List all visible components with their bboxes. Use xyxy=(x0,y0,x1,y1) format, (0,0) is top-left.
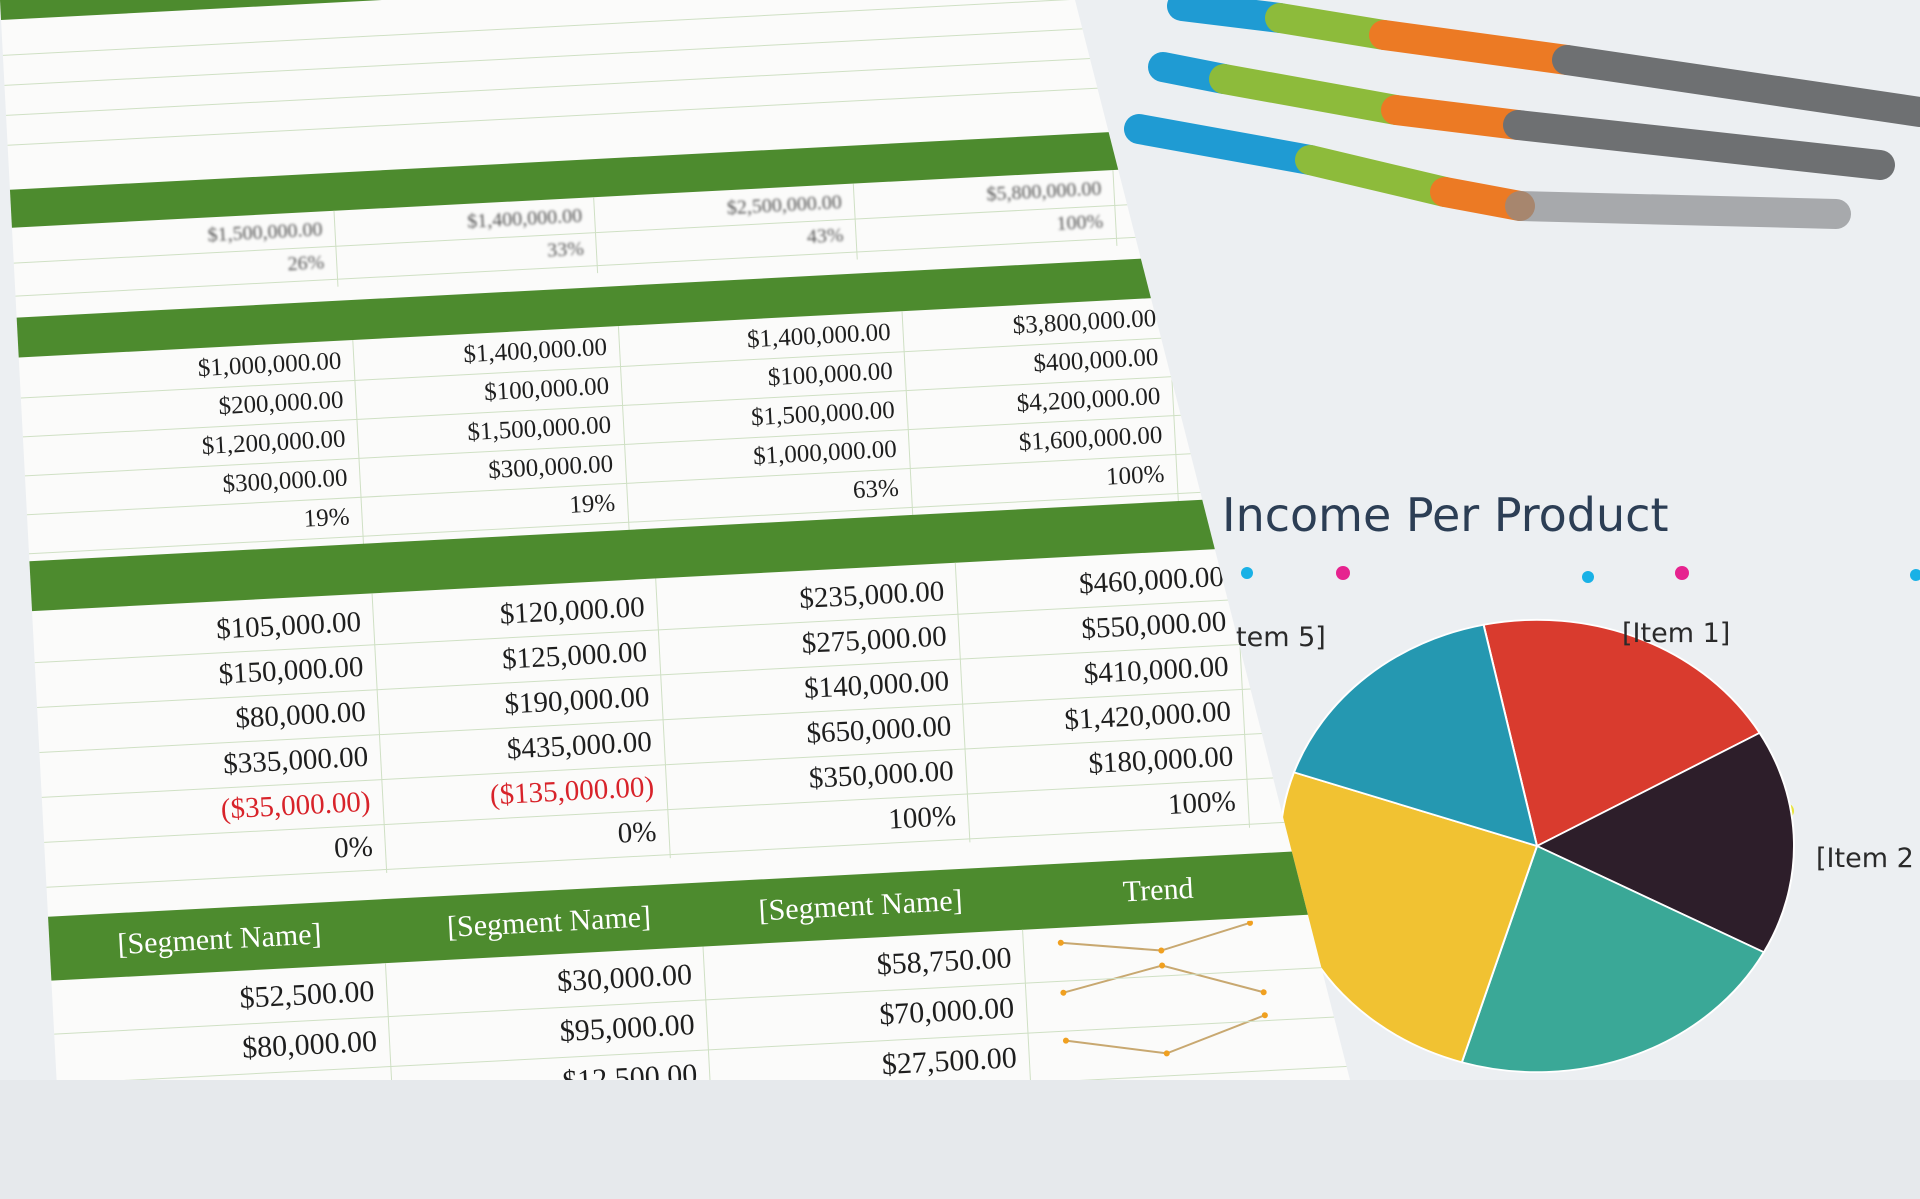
strip xyxy=(1167,0,1295,33)
dot xyxy=(1241,567,1253,579)
table-cell: $95,000.00 xyxy=(558,1008,696,1049)
table-cell: $27,500.00 xyxy=(881,1041,1018,1082)
pie-slice xyxy=(1534,731,1796,954)
sparkline xyxy=(1060,921,1251,952)
table-cell: $70,000.00 xyxy=(878,991,1015,1032)
spark-point xyxy=(1261,1012,1268,1019)
strip xyxy=(1209,64,1411,125)
paper: $1,500,000.00 $1,400,000.00 $2,500,000.00 $… xyxy=(0,0,1350,1099)
table-cell: $30,000.00 xyxy=(556,958,693,999)
pie-slice xyxy=(1460,844,1766,1074)
pie-slice xyxy=(1292,623,1539,848)
table-cell: $52,500.00 xyxy=(238,974,376,1015)
spark-point xyxy=(1163,1050,1170,1057)
strip xyxy=(1124,114,1325,175)
pie-slice xyxy=(1482,618,1761,848)
spark-point xyxy=(1260,989,1267,996)
strip xyxy=(1265,3,1399,50)
dot xyxy=(1910,569,1920,581)
page: Income Per Product tem 5] [Item 1] [Item… xyxy=(0,0,1920,1080)
table-cell: $58,750.00 xyxy=(875,941,1013,982)
pie-label: tem 5] xyxy=(1236,622,1326,653)
table-cell: 100% xyxy=(1055,210,1104,235)
column-rule xyxy=(1022,929,1032,1080)
spark-point xyxy=(1062,1037,1069,1044)
dot xyxy=(1675,566,1689,580)
table-cell: $80,000.00 xyxy=(241,1024,378,1065)
spark-point xyxy=(1158,947,1165,954)
spark-point xyxy=(1060,989,1067,996)
spark-point xyxy=(1247,919,1254,926)
spark-point xyxy=(1057,939,1064,946)
strip xyxy=(1503,110,1895,180)
strip xyxy=(1505,191,1851,229)
strip xyxy=(1295,145,1460,207)
spreadsheet-printout: $1,500,000.00 $1,400,000.00 $2,500,000.00 $… xyxy=(0,0,1350,1080)
strip xyxy=(1381,95,1533,140)
pie-label: [Item 2 xyxy=(1816,843,1914,874)
column-rule xyxy=(1112,169,1118,246)
pie-title: Income Per Product xyxy=(1222,488,1669,542)
dot xyxy=(1336,566,1350,580)
strip xyxy=(1369,20,1582,75)
trend-sparklines xyxy=(1057,919,1268,1057)
spark-point xyxy=(1159,962,1166,969)
dot xyxy=(1582,571,1594,583)
table-cell: $12,500.00 xyxy=(561,1058,699,1099)
pie-label: [Item 1] xyxy=(1622,618,1731,649)
pie xyxy=(1278,618,1796,1074)
strip xyxy=(1552,45,1920,127)
bar-strips xyxy=(1124,0,1920,229)
